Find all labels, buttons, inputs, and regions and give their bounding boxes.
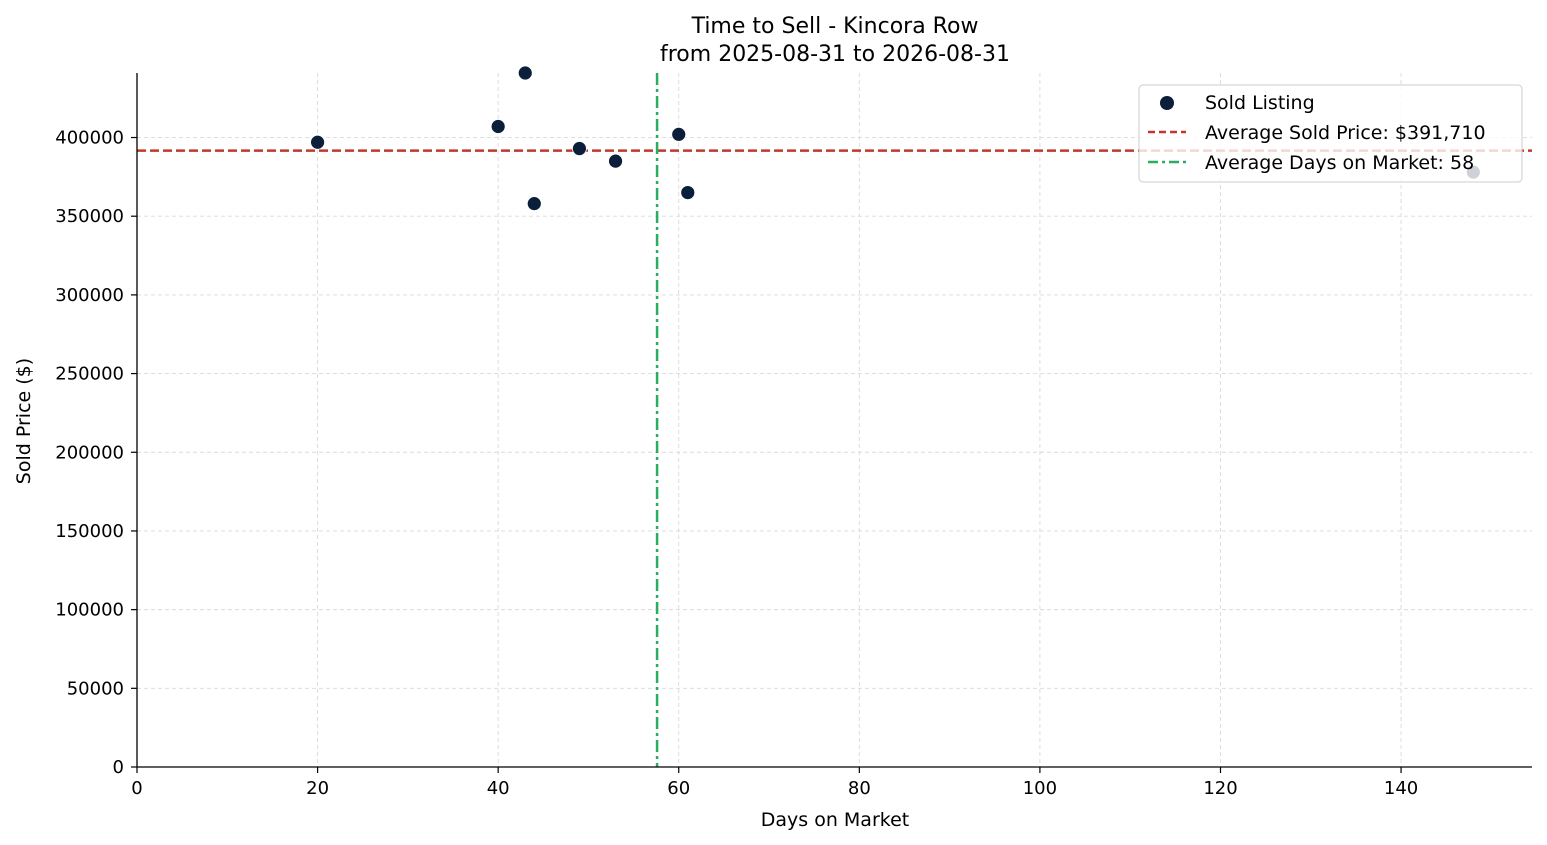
- chart-title: Time to Sell - Kincora Row: [691, 14, 979, 39]
- data-point: [490, 119, 506, 134]
- legend-marker-sold-listing: [1160, 96, 1174, 110]
- x-tick-label: 120: [1203, 778, 1237, 799]
- axes: [131, 73, 1532, 773]
- x-tick-label: 140: [1384, 778, 1418, 799]
- x-tick-label: 20: [306, 778, 329, 799]
- x-tick-label: 60: [667, 778, 690, 799]
- x-tick-label: 40: [487, 778, 510, 799]
- x-tick-label: 80: [848, 778, 871, 799]
- y-tick-label: 0: [113, 757, 124, 778]
- y-tick-label: 250000: [55, 364, 124, 385]
- y-tick-label: 50000: [67, 678, 124, 699]
- data-point: [572, 141, 587, 156]
- legend-box: [1138, 84, 1523, 183]
- data-point: [608, 153, 623, 169]
- y-tick-label: 350000: [55, 206, 124, 227]
- legend: Sold Listing Average Sold Price: $391,71…: [1138, 84, 1523, 183]
- y-tick-label: 150000: [55, 521, 124, 542]
- x-tick-label: 0: [131, 778, 142, 799]
- data-point: [671, 126, 687, 142]
- x-tick-label: 100: [1023, 778, 1057, 799]
- data-point: [680, 185, 696, 201]
- legend-label-sold-listing: Sold Listing: [1205, 92, 1315, 114]
- y-tick-label: 100000: [55, 600, 124, 621]
- legend-label-average-days: Average Days on Market: 58: [1205, 152, 1474, 174]
- y-tick-label: 300000: [55, 285, 124, 306]
- tick-labels: 0 20 40 60 80 100 120 140 0 50000 100000 150000 2000…: [55, 128, 1418, 799]
- data-point: [517, 65, 533, 81]
- y-tick-label: 200000: [55, 442, 124, 463]
- x-axis-label: Days on Market: [761, 809, 909, 831]
- y-axis-label: Sold Price ($): [13, 358, 35, 484]
- chart-subtitle: from 2025-08-31 to 2026-08-31: [660, 42, 1010, 67]
- y-tick-label: 400000: [55, 128, 124, 149]
- data-point: [526, 196, 542, 212]
- data-point: [310, 134, 325, 150]
- legend-label-average-price: Average Sold Price: $391,710: [1205, 122, 1486, 144]
